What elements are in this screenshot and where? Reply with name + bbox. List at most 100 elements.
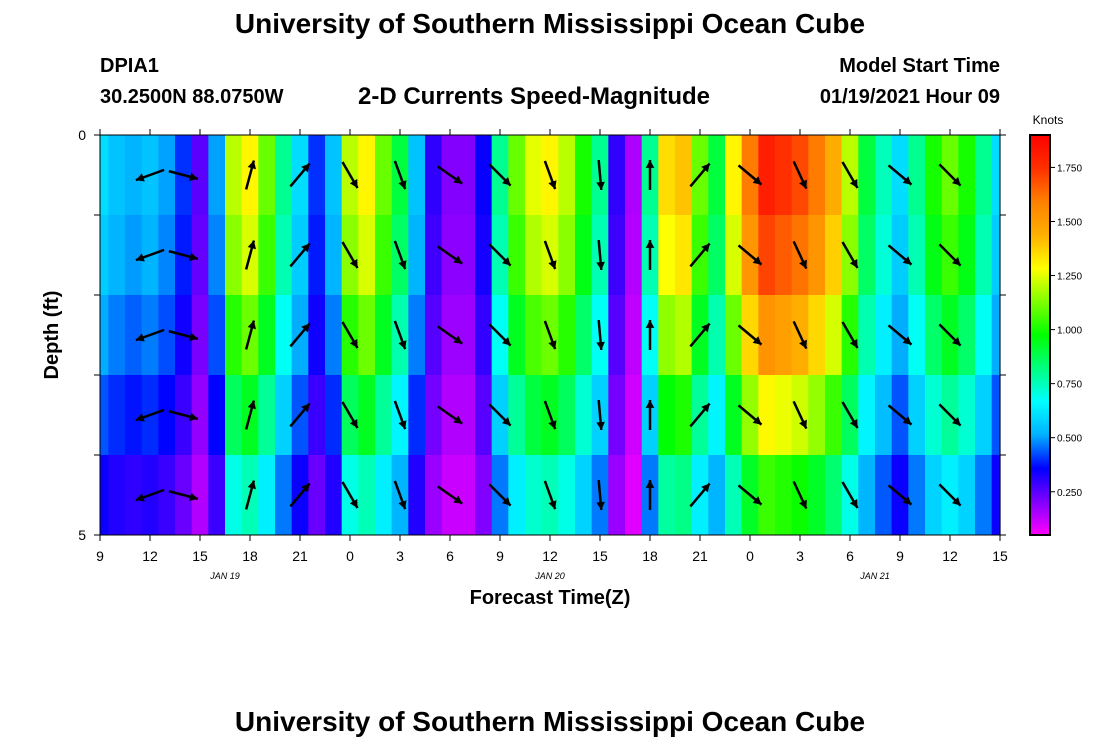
heatmap-cell xyxy=(725,295,743,375)
heatmap-cell xyxy=(275,375,293,455)
heatmap-cell xyxy=(775,375,793,455)
heatmap-cell xyxy=(525,135,543,215)
heatmap-cell xyxy=(125,295,143,375)
current-vector xyxy=(135,248,165,262)
colorbar-gradient xyxy=(1029,134,1051,536)
heatmap-cell xyxy=(925,295,943,375)
current-vector xyxy=(543,400,557,430)
heatmap-cell xyxy=(408,135,426,215)
heatmap-cell xyxy=(858,295,876,375)
heatmap-cell xyxy=(975,135,993,215)
current-vector xyxy=(689,322,711,348)
heatmap-cell xyxy=(358,135,376,215)
heatmap-cell xyxy=(825,375,843,455)
heatmap-cell xyxy=(658,375,676,455)
heatmap-cell xyxy=(858,135,876,215)
heatmap-cell xyxy=(625,375,643,455)
heatmap-cell xyxy=(925,215,943,295)
heatmap-cell xyxy=(875,295,893,375)
heatmap-cell xyxy=(725,375,743,455)
heatmap-cell xyxy=(775,295,793,375)
heatmap-cell xyxy=(991,215,1001,295)
heatmap-cell xyxy=(608,375,626,455)
heatmap-cell xyxy=(325,215,343,295)
current-vector xyxy=(289,482,311,508)
heatmap-cell xyxy=(508,135,526,215)
heatmap-cell xyxy=(458,215,476,295)
heatmap-cell xyxy=(625,215,643,295)
heatmap-cell xyxy=(975,455,993,535)
heatmap-cell xyxy=(991,135,1001,215)
heatmap-cell xyxy=(408,295,426,375)
current-vector xyxy=(543,320,557,350)
current-vector xyxy=(244,480,257,510)
heatmap-cell xyxy=(225,375,243,455)
heatmap-cell xyxy=(258,455,276,535)
date-label: JAN 20 xyxy=(534,571,565,581)
current-vector xyxy=(244,400,257,430)
heatmap-cell xyxy=(258,135,276,215)
current-vector xyxy=(841,241,859,269)
current-vector xyxy=(938,163,962,187)
heatmap-cell xyxy=(825,215,843,295)
heatmap-cell xyxy=(425,295,443,375)
current-vector xyxy=(393,480,407,510)
heatmap-cell xyxy=(475,455,493,535)
heatmap-cell xyxy=(358,215,376,295)
heatmap-cell xyxy=(191,375,209,455)
current-vector xyxy=(737,484,763,506)
heatmap-cell xyxy=(758,215,776,295)
current-vector xyxy=(938,403,962,427)
current-vector xyxy=(488,163,512,187)
current-vector xyxy=(543,160,557,190)
heatmap-cell xyxy=(675,215,693,295)
heatmap-cell xyxy=(608,455,626,535)
current-vector xyxy=(596,479,605,511)
current-vector xyxy=(938,483,962,507)
current-vector xyxy=(289,162,311,188)
current-vector xyxy=(938,323,962,347)
x-tick-label: 9 xyxy=(896,548,904,564)
heatmap-cell xyxy=(575,295,593,375)
current-vector xyxy=(488,403,512,427)
current-vector xyxy=(792,400,808,430)
heatmap-cell xyxy=(308,135,326,215)
heatmap-cell xyxy=(208,215,226,295)
heatmap-cell xyxy=(808,455,826,535)
colorbar-tick-label: 0.750 xyxy=(1057,380,1082,391)
heatmap-cell xyxy=(775,455,793,535)
heatmap-cell xyxy=(908,455,926,535)
heatmap-cell xyxy=(125,375,143,455)
current-vector xyxy=(488,323,512,347)
x-tick-label: 12 xyxy=(942,548,958,564)
heatmap-cell xyxy=(108,135,126,215)
x-tick-label: 9 xyxy=(96,548,104,564)
current-vector xyxy=(737,324,763,346)
current-vector xyxy=(792,160,808,190)
current-vector xyxy=(135,408,165,422)
heatmap-cell xyxy=(658,215,676,295)
heatmap-cell xyxy=(991,375,1001,455)
current-vector xyxy=(645,400,655,430)
heatmap-cell xyxy=(325,455,343,535)
heatmap-cell xyxy=(658,295,676,375)
heatmap-cell xyxy=(608,215,626,295)
heatmap-cell xyxy=(525,455,543,535)
current-vector xyxy=(689,242,711,268)
heatmap-cell xyxy=(225,295,243,375)
heatmap-cell xyxy=(225,135,243,215)
heatmap-cells xyxy=(100,135,1001,535)
heatmap-cell xyxy=(458,135,476,215)
heatmap-cell xyxy=(158,375,176,455)
heatmap-cell xyxy=(925,455,943,535)
heatmap-cell xyxy=(858,375,876,455)
heatmap-cell xyxy=(775,215,793,295)
heatmap-cell xyxy=(191,135,209,215)
heatmap-cell xyxy=(908,295,926,375)
heatmap-cell xyxy=(208,135,226,215)
heatmap-cell xyxy=(525,215,543,295)
current-vector xyxy=(887,404,913,426)
heatmap-cell xyxy=(575,215,593,295)
current-vector xyxy=(341,241,359,269)
